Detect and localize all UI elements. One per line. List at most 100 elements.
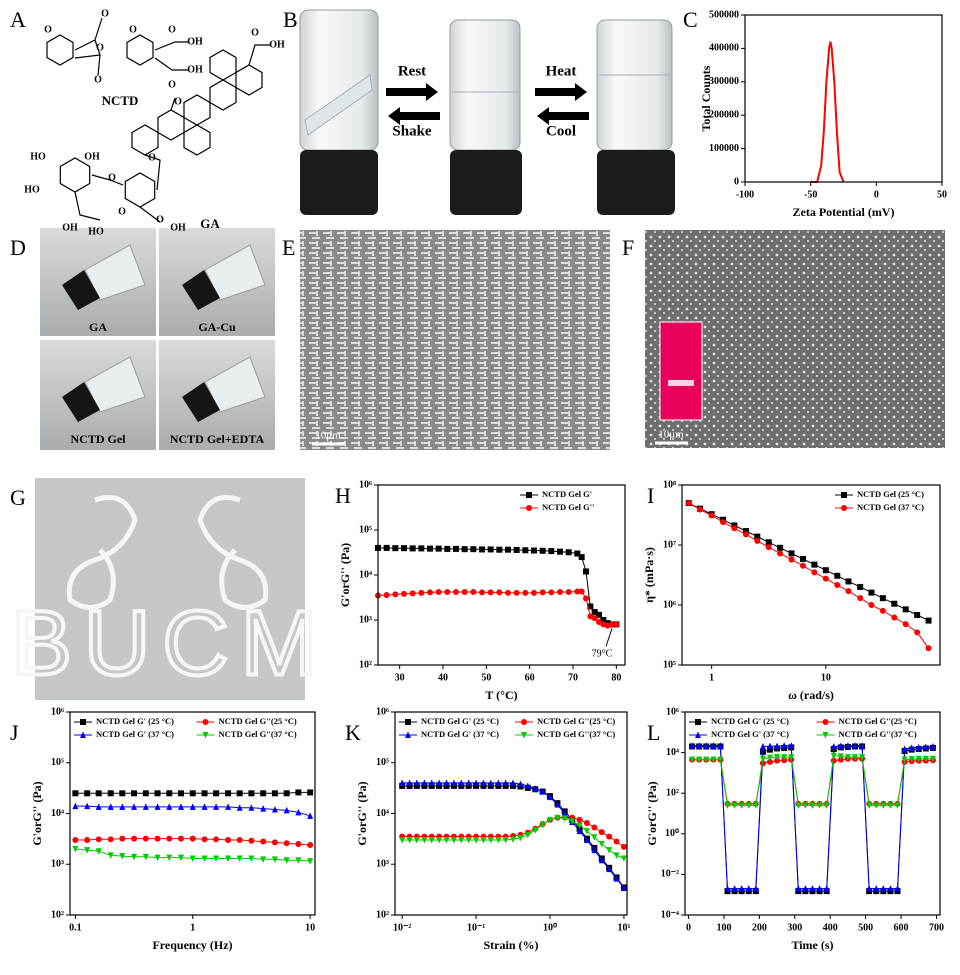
marker [236, 804, 243, 811]
marker [131, 790, 138, 797]
y-tick-label: 0 [734, 176, 739, 187]
atom-label: OH [84, 151, 100, 162]
marker [418, 589, 425, 596]
photo-label: GA [89, 320, 107, 334]
legend-marker [526, 492, 532, 498]
marker [470, 546, 477, 553]
marker [915, 743, 922, 751]
marker [225, 790, 232, 797]
y-axis-label: G'orG'' (Pa) [30, 781, 44, 845]
marker [189, 790, 196, 797]
marker [271, 839, 278, 846]
marker [539, 589, 546, 596]
ring [209, 49, 237, 81]
plot-frame [684, 711, 941, 916]
y-tick-label: 10⁵ [51, 757, 64, 768]
marker [95, 803, 102, 810]
marker [539, 547, 546, 554]
ring [209, 79, 237, 111]
marker [724, 885, 731, 892]
marker [866, 885, 873, 892]
y-tick-label: 10³ [51, 859, 64, 870]
marker [413, 779, 420, 786]
atom-label: O [101, 8, 109, 19]
plot-frame [681, 484, 941, 666]
marker [696, 756, 703, 764]
annotation-arrow [605, 628, 613, 647]
marker [574, 588, 581, 595]
x-tick-label: 700 [929, 922, 944, 933]
y-axis-label: G'orG'' (Pa) [355, 781, 369, 845]
y-tick-label: 10⁵ [376, 757, 389, 768]
marker [177, 835, 184, 842]
marker [547, 816, 554, 824]
marker [450, 779, 457, 786]
marker [788, 556, 795, 563]
marker [213, 836, 220, 843]
marker [307, 812, 314, 819]
marker [539, 821, 546, 829]
marker [591, 609, 598, 616]
marker [142, 790, 149, 797]
marker [166, 854, 173, 862]
marker [685, 500, 692, 507]
legend-marker [80, 719, 86, 725]
legend-marker [202, 719, 209, 725]
marker [908, 756, 915, 763]
atom-label: O [174, 96, 182, 107]
structure-label: NCTD [102, 93, 139, 108]
plot-frame [394, 711, 628, 916]
legend-label: NCTD Gel G''(25 °C) [839, 716, 917, 726]
marker [717, 756, 724, 764]
marker [752, 885, 759, 892]
marker [72, 790, 79, 797]
atom-label: O [168, 24, 176, 35]
panel-label: E [282, 235, 295, 260]
marker [401, 545, 407, 552]
marker [271, 856, 278, 863]
ring [157, 109, 185, 141]
legend-marker [405, 731, 411, 738]
marker [795, 802, 802, 809]
marker [119, 790, 126, 797]
gel-shapes [66, 495, 269, 610]
x-tick-label: 60 [525, 672, 535, 683]
marker [260, 856, 267, 863]
ring [183, 94, 211, 126]
x-axis-label: ω (rad/s) [788, 688, 834, 702]
marker [777, 544, 784, 551]
marker [738, 885, 745, 892]
marker [837, 742, 844, 750]
marker [845, 588, 852, 595]
y-tick-label: 10⁴ [376, 808, 389, 819]
atom-label: O [148, 152, 156, 163]
bond [74, 17, 270, 223]
marker [479, 546, 485, 553]
marker [799, 556, 806, 563]
ring [46, 34, 74, 66]
marker [929, 742, 936, 750]
marker [406, 779, 413, 786]
marker [724, 802, 731, 809]
marker [822, 567, 829, 574]
marker [868, 589, 875, 596]
atom-label: O [44, 24, 52, 35]
marker [283, 857, 290, 864]
x-tick-label: 1 [190, 922, 195, 933]
marker [480, 837, 487, 844]
legend-label: NCTD Gel G' [542, 489, 592, 499]
marker [531, 589, 537, 596]
marker [473, 837, 480, 844]
marker [260, 805, 267, 812]
marker [689, 756, 696, 764]
marker [914, 629, 921, 636]
arrow-label: Cool [546, 123, 576, 139]
panel-label: B [283, 7, 298, 32]
panel-label: K [345, 720, 361, 745]
legend-label: NCTD Gel G' (37 °C) [711, 729, 789, 739]
marker [436, 779, 443, 786]
marker [613, 838, 620, 845]
marker [578, 554, 585, 561]
marker [479, 589, 485, 596]
structure-label: GA [200, 216, 220, 231]
